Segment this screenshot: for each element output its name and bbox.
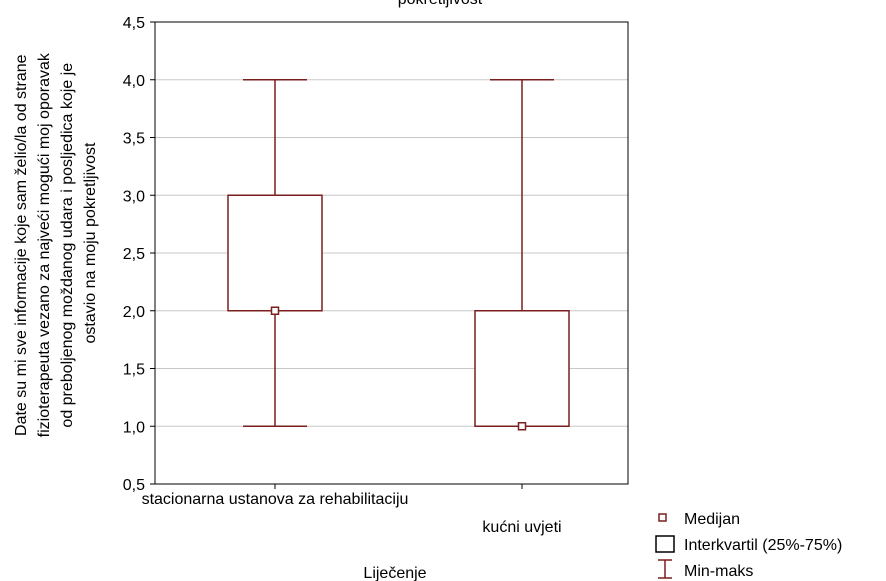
legend-item-median: Medijan [658, 511, 740, 528]
legend-item-iqr: Interkvartil (25%-75%) [655, 535, 842, 554]
y-tick-label: 3,0 [123, 188, 145, 205]
y-tick-label: 3,5 [123, 131, 145, 148]
x-category-label-0: stacionarna ustanova za rehabilitaciju [142, 491, 409, 508]
y-axis-title-line-3: od preboljenog moždanog udara i posljedi… [59, 63, 76, 428]
x-axis-title: Liječenje [363, 565, 426, 581]
median-marker-icon [658, 513, 667, 522]
y-axis-title-line-4: ostavio na moju pokretljivost [82, 142, 99, 344]
interquartile-box-icon [655, 535, 675, 553]
y-axis-title: Date su mi sve informacije koje sam želi… [13, 49, 99, 438]
y-axis-title-line-1: Date su mi sve informacije koje sam želi… [13, 54, 30, 436]
box-1 [474, 79, 570, 431]
y-axis-title-line-2: fizioterapeuta vezano za najveći mogući … [36, 52, 53, 437]
y-tick-label: 1,0 [123, 419, 145, 436]
y-tick-label: 2,5 [123, 246, 145, 263]
legend-item-minmax: Min-maks [658, 559, 753, 580]
y-tick-label: 4,5 [123, 15, 145, 32]
iqr-box [227, 194, 323, 312]
box-series [227, 79, 570, 431]
y-tick-label: 4,0 [123, 73, 145, 90]
legend-label-minmax: Min-maks [684, 563, 753, 580]
box-0 [227, 79, 323, 427]
median-marker [517, 422, 527, 431]
x-category-label-1: kućni uvjeti [482, 519, 561, 536]
legend-label-iqr: Interkvartil (25%-75%) [684, 537, 842, 554]
y-tick-label: 1,5 [123, 362, 145, 379]
y-axis-ticks: 0,5 1,0 1,5 2,0 2,5 3,0 3,5 4,0 4,5 [123, 15, 523, 494]
whisker-icon [658, 559, 672, 579]
iqr-box [474, 310, 570, 427]
legend-label-median: Medijan [684, 511, 740, 528]
legend: Medijan Interkvartil (25%-75%) Min-maks [655, 511, 842, 580]
y-tick-label: 0,5 [123, 477, 145, 494]
median-marker [270, 306, 280, 315]
chart-title: pokretljivost [398, 0, 483, 8]
y-tick-label: 2,0 [123, 304, 145, 321]
